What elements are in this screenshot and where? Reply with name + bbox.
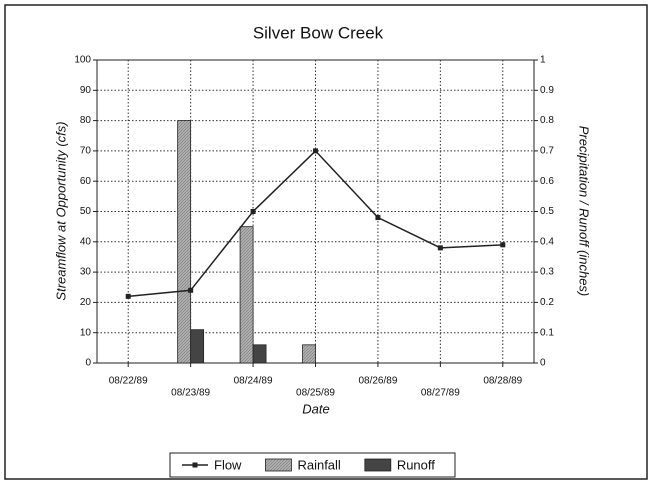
bar: [190, 329, 205, 364]
y-tick-label: 70: [80, 146, 92, 157]
y2-tick-label: 0.9: [540, 85, 554, 96]
y-tick-label: 10: [80, 327, 92, 338]
y-tick-label: 90: [80, 85, 92, 96]
legend-swatch: [265, 458, 292, 472]
marker: [500, 242, 506, 248]
marker: [375, 215, 381, 221]
x-tick-label: 08/24/89: [234, 376, 273, 387]
legend-text: Flow: [214, 457, 242, 472]
x-tick-label: 08/26/89: [358, 376, 397, 387]
marker: [125, 293, 131, 299]
x-tick-label: 08/28/89: [483, 376, 522, 387]
marker: [437, 245, 443, 251]
x-tick-label: 08/22/89: [109, 376, 148, 387]
chart-title: Silver Bow Creek: [253, 23, 384, 42]
bar: [252, 344, 267, 364]
bar: [302, 344, 316, 364]
legend-marker: [192, 462, 198, 468]
y-tick-label: 40: [80, 236, 92, 247]
legend-text: Runoff: [397, 457, 435, 472]
y-tick-label: 20: [80, 297, 92, 308]
y-axis-label: Streamflow at Opportunity (cfs): [53, 121, 68, 300]
bar: [239, 226, 254, 364]
frame: [4, 4, 648, 480]
y2-tick-label: 0.5: [540, 206, 554, 217]
x-tick-label: 08/27/89: [421, 388, 460, 399]
y2-tick-label: 0.3: [540, 267, 554, 278]
y-tick-label: 30: [80, 267, 92, 278]
y2-tick-label: 0.1: [540, 327, 554, 338]
y-tick-label: 0: [85, 358, 91, 369]
y2-axis-label: Precipitation / Runoff (inches): [577, 126, 592, 297]
x-tick-label: 08/23/89: [171, 388, 210, 399]
marker: [250, 209, 256, 214]
marker: [313, 148, 318, 154]
y-tick-label: 80: [80, 115, 92, 126]
bar: [177, 120, 192, 364]
y2-tick-label: 0.7: [540, 146, 554, 157]
y-tick-label: 60: [80, 176, 92, 187]
legend-text: Rainfall: [297, 457, 340, 472]
y2-tick-label: 0: [540, 358, 546, 369]
legend-box: [169, 452, 456, 478]
y-tick-label: 50: [80, 206, 92, 217]
y2-tick-label: 0.6: [540, 176, 554, 187]
y2-tick-label: 0.8: [540, 115, 554, 126]
legend-swatch: [364, 458, 392, 472]
x-axis-label: Date: [302, 401, 329, 416]
marker: [188, 287, 194, 293]
y2-tick-label: 1: [540, 55, 546, 66]
y2-tick-label: 0.4: [540, 236, 554, 247]
y-tick-label: 100: [74, 55, 91, 66]
x-tick-label: 08/25/89: [296, 388, 335, 399]
y2-tick-label: 0.2: [540, 297, 554, 308]
